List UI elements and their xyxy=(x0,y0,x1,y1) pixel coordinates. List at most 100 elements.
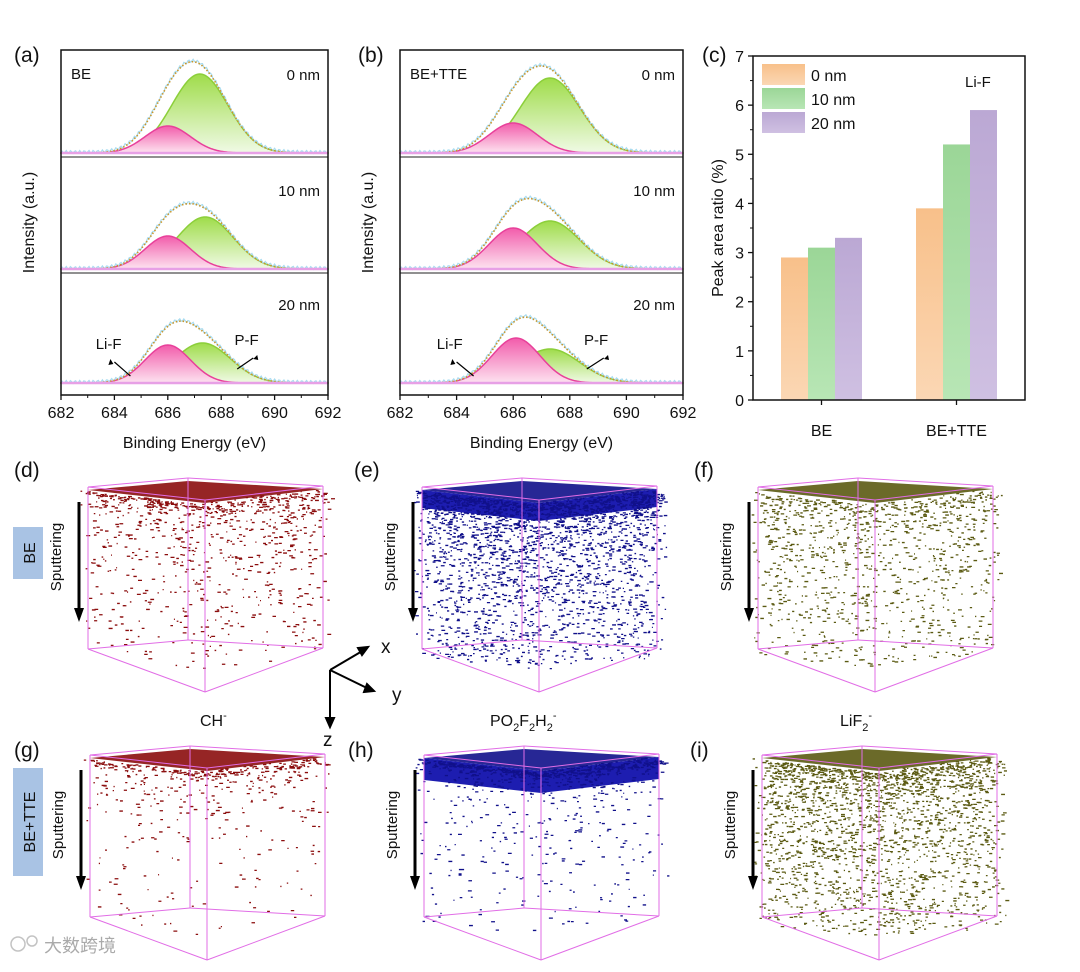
legend-swatch xyxy=(762,64,805,85)
cube-edge xyxy=(421,486,540,501)
raw-data-line xyxy=(399,313,684,385)
cube-edge xyxy=(878,753,998,769)
sputtering-label: Sputtering xyxy=(722,791,739,859)
xps-panel-a: 0 nm 10 nm 20 nm Li-F P-F 682 684 686 688 690 692 B… xyxy=(21,49,341,452)
arrowhead xyxy=(108,359,114,365)
cube-edge xyxy=(523,745,660,755)
species-charge: - xyxy=(223,710,227,722)
chart-title: Li-F xyxy=(965,74,991,91)
panel-label-b: (b) xyxy=(358,44,384,67)
cube-edge xyxy=(189,907,326,917)
cube-po2f2h2-be-tte: Sputtering xyxy=(384,745,670,961)
cube-edge xyxy=(757,639,859,650)
bar-20nm-BE+TTE xyxy=(970,110,997,401)
cube-edge xyxy=(861,745,998,755)
x-tick-label: 690 xyxy=(261,405,288,422)
cube-edge xyxy=(204,647,324,693)
x-tick-label: 684 xyxy=(101,405,128,422)
y-tick-label: 3 xyxy=(735,246,744,263)
annotation-arrow-pf xyxy=(236,357,254,370)
cube-edge xyxy=(187,639,324,649)
x-tick-label: 686 xyxy=(500,405,527,422)
cube-edge xyxy=(757,486,876,501)
depth-label: 10 nm xyxy=(278,183,320,200)
species-label-po2f2h2: PO2F2H2- xyxy=(490,710,557,734)
cube-edge xyxy=(89,745,191,756)
y-tick-label: 6 xyxy=(735,98,744,115)
cube-edge xyxy=(874,647,994,693)
depth-label: 0 nm xyxy=(642,67,675,84)
cube-edge xyxy=(761,745,863,756)
cube-edge xyxy=(757,648,876,693)
axis-y-label: y xyxy=(392,685,402,706)
x-tick-label: BE xyxy=(811,423,832,440)
row-label-be-tte: BE+TTE xyxy=(22,792,39,853)
depth-label: 10 nm xyxy=(633,183,675,200)
y-axis-label: Peak area ratio (%) xyxy=(710,159,727,297)
species-formula: LiF2 xyxy=(840,713,868,734)
cube-edge xyxy=(540,915,660,961)
cube-edge xyxy=(421,639,523,650)
xps-panel-b: 0 nm 10 nm 20 nm Li-F P-F 682 684 686 688 690 692 B… xyxy=(360,49,697,452)
cube-ch-be-tte: Sputtering xyxy=(50,745,331,961)
speckles xyxy=(415,757,670,932)
species-formula: PO2F2H2 xyxy=(490,713,553,734)
depth-label: 20 nm xyxy=(633,297,675,314)
x-tick-label: 688 xyxy=(208,405,235,422)
speckles xyxy=(80,490,335,669)
panel-label-h: (h) xyxy=(348,739,374,762)
arrowhead xyxy=(450,359,456,365)
x-tick-label: 692 xyxy=(670,405,697,422)
x-axis-label: Binding Energy (eV) xyxy=(470,435,613,452)
cube-edge xyxy=(423,754,542,769)
species-label-lif2: LiF2- xyxy=(840,710,872,734)
panel-label-a: (a) xyxy=(14,44,40,67)
depth-label: 20 nm xyxy=(278,297,320,314)
sample-label: BE+TTE xyxy=(410,66,467,83)
cube-edge xyxy=(187,477,324,487)
x-tick-label: 688 xyxy=(556,405,583,422)
bar-chart-c: BE BE+TTE 0 1 2 3 4 5 6 7 Peak area ratio (%) 0 nm 1… xyxy=(710,49,1026,440)
x-tick-label: 690 xyxy=(613,405,640,422)
cube-edge xyxy=(861,907,998,917)
sputtering-label: Sputtering xyxy=(384,791,401,859)
cube-edge xyxy=(538,485,658,501)
bar-0nm-BE+TTE xyxy=(916,208,943,400)
bar-10nm-BE xyxy=(808,247,835,400)
cube-edge xyxy=(423,745,525,756)
tof-sims-3d-maps: Sputtering Sputtering Sputtering Sputtering… xyxy=(48,477,1010,961)
cube-edge xyxy=(206,753,326,769)
cube-edge xyxy=(189,745,326,755)
x-tick-label: 684 xyxy=(443,405,470,422)
annotation-lif: Li-F xyxy=(96,336,122,353)
panel-label-f: (f) xyxy=(694,459,714,482)
cube-edge xyxy=(521,639,658,649)
raw-data-line xyxy=(60,200,329,271)
raw-data-line xyxy=(399,62,684,155)
sputtering-arrowhead-icon xyxy=(744,608,754,622)
cube-edge xyxy=(857,639,994,649)
y-axis-label: Intensity (a.u.) xyxy=(360,172,377,273)
cube-edge xyxy=(761,754,880,769)
annotation-arrow-lif xyxy=(114,361,131,377)
cube-edge xyxy=(87,639,189,650)
row-label-be: BE xyxy=(22,542,39,563)
cube-edge xyxy=(538,647,658,693)
cube-edge xyxy=(89,916,208,961)
speckles xyxy=(752,757,1010,936)
panel-label-c: (c) xyxy=(702,44,727,67)
axis-z-label: z xyxy=(323,730,333,751)
bar-0nm-BE xyxy=(781,257,808,400)
cube-edge xyxy=(87,477,189,488)
speckles xyxy=(412,490,668,670)
legend-swatch xyxy=(762,88,805,109)
surface-layer xyxy=(762,749,997,771)
y-tick-label: 0 xyxy=(735,393,744,410)
cube-edge xyxy=(89,754,208,769)
cube-po2f2h2-be: Sputtering xyxy=(382,477,668,693)
cube-edge xyxy=(523,907,660,917)
cube-edge xyxy=(857,477,994,487)
species-formula: CH xyxy=(200,713,223,730)
raw-data-line xyxy=(60,58,329,155)
sputtering-label: Sputtering xyxy=(718,523,735,591)
